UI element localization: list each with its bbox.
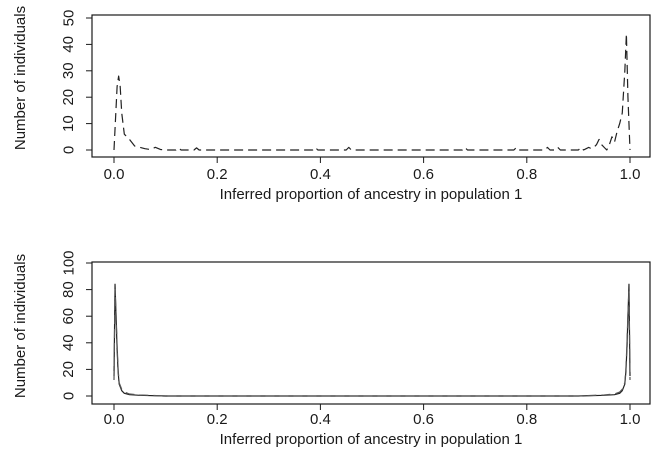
top-y-tick-label: 40 — [60, 36, 77, 53]
bottom-y-tick-label: 60 — [60, 308, 77, 325]
top-x-tick-label: 0.8 — [516, 166, 537, 183]
top-y-ticks: 0 10 20 30 40 50 — [60, 10, 92, 154]
top-y-tick-label: 20 — [60, 89, 77, 106]
top-y-tick-label: 50 — [60, 10, 77, 27]
top-x-tick-label: 0.0 — [104, 166, 125, 183]
bottom-series-1-line — [113, 289, 631, 397]
top-x-tick-label: 1.0 — [620, 166, 641, 183]
bottom-x-tick-label: 0.2 — [207, 411, 228, 428]
top-x-tick-label: 0.4 — [310, 166, 331, 183]
bottom-series-0-line — [113, 283, 631, 397]
top-series-group — [113, 33, 631, 151]
bottom-y-ticks: 0 20 40 60 80 100 — [60, 250, 92, 400]
bottom-x-tick-label: 1.0 — [620, 411, 641, 428]
top-histogram-panel: Inferred proportion of ancestry in popul… — [12, 6, 651, 203]
top-y-axis-title: Number of individuals — [12, 6, 29, 150]
bottom-x-tick-label: 0.8 — [516, 411, 537, 428]
bottom-series-group — [113, 283, 631, 397]
bottom-y-tick-label: 40 — [60, 334, 77, 351]
bottom-y-tick-label: 0 — [60, 392, 77, 400]
bottom-x-tick-label: 0.6 — [413, 411, 434, 428]
bottom-y-tick-label: 80 — [60, 281, 77, 298]
bottom-x-tick-label: 0.0 — [104, 411, 125, 428]
top-x-tick-label: 0.2 — [207, 166, 228, 183]
bottom-histogram-panel: Inferred proportion of ancestry in popul… — [12, 250, 651, 448]
top-y-tick-label: 30 — [60, 62, 77, 79]
top-plot-frame — [91, 14, 651, 158]
bottom-x-tick-label: 0.4 — [310, 411, 331, 428]
top-x-tick-label: 0.6 — [413, 166, 434, 183]
top-y-tick-label: 0 — [60, 146, 77, 154]
bottom-x-ticks: 0.0 0.2 0.4 0.6 0.8 1.0 — [104, 404, 641, 428]
bottom-plot-frame — [91, 261, 651, 405]
bottom-y-tick-label: 20 — [60, 361, 77, 378]
top-series-0-line — [113, 33, 631, 151]
bottom-y-axis-title: Number of individuals — [12, 254, 29, 398]
bottom-x-axis-title: Inferred proportion of ancestry in popul… — [220, 431, 523, 448]
top-x-ticks: 0.0 0.2 0.4 0.6 0.8 1.0 — [104, 157, 641, 183]
bottom-y-tick-label: 100 — [60, 250, 77, 275]
top-y-tick-label: 10 — [60, 115, 77, 132]
top-x-axis-title: Inferred proportion of ancestry in popul… — [220, 186, 523, 203]
